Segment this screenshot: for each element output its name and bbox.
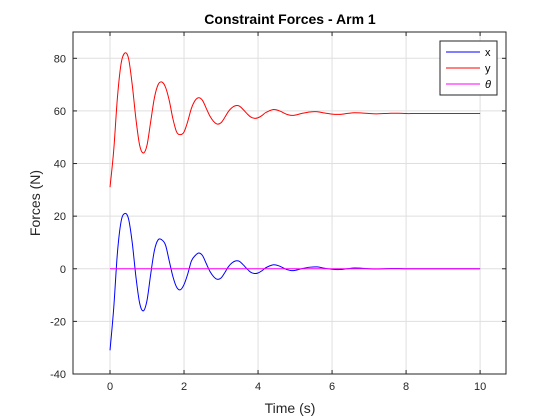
plot-area [73,32,506,374]
x-tick-label: 6 [329,381,335,393]
x-axis-label: Time (s) [265,400,316,416]
chart-title: Constraint Forces - Arm 1 [204,11,376,27]
y-tick-label: -20 [50,316,66,328]
plot-frame [72,31,507,375]
x-tick-label: 8 [403,381,409,393]
x-tick-label: 0 [107,381,113,393]
legend: xyθ [439,40,498,96]
y-tick-label: 20 [54,211,66,223]
x-tick-label: 2 [181,381,187,393]
legend-label: y [485,63,491,75]
x-tick-label: 10 [474,381,486,393]
series-layer [109,52,481,351]
legend-label: x [485,47,491,59]
y-tick-label: 60 [54,106,66,118]
axis-ticks: 0 2 4 6 8 10 -40 -20 0 20 40 60 80 [50,32,506,393]
y-axis-label: Forces (N) [27,170,43,236]
y-tick-label: 80 [54,53,66,65]
y-tick-label: -40 [50,369,66,381]
x-tick-label: 4 [255,381,261,393]
y-tick-label: 0 [60,264,66,276]
series-line-1 [109,52,481,188]
y-tick-label: 40 [54,159,66,171]
legend-label: θ [485,79,491,91]
